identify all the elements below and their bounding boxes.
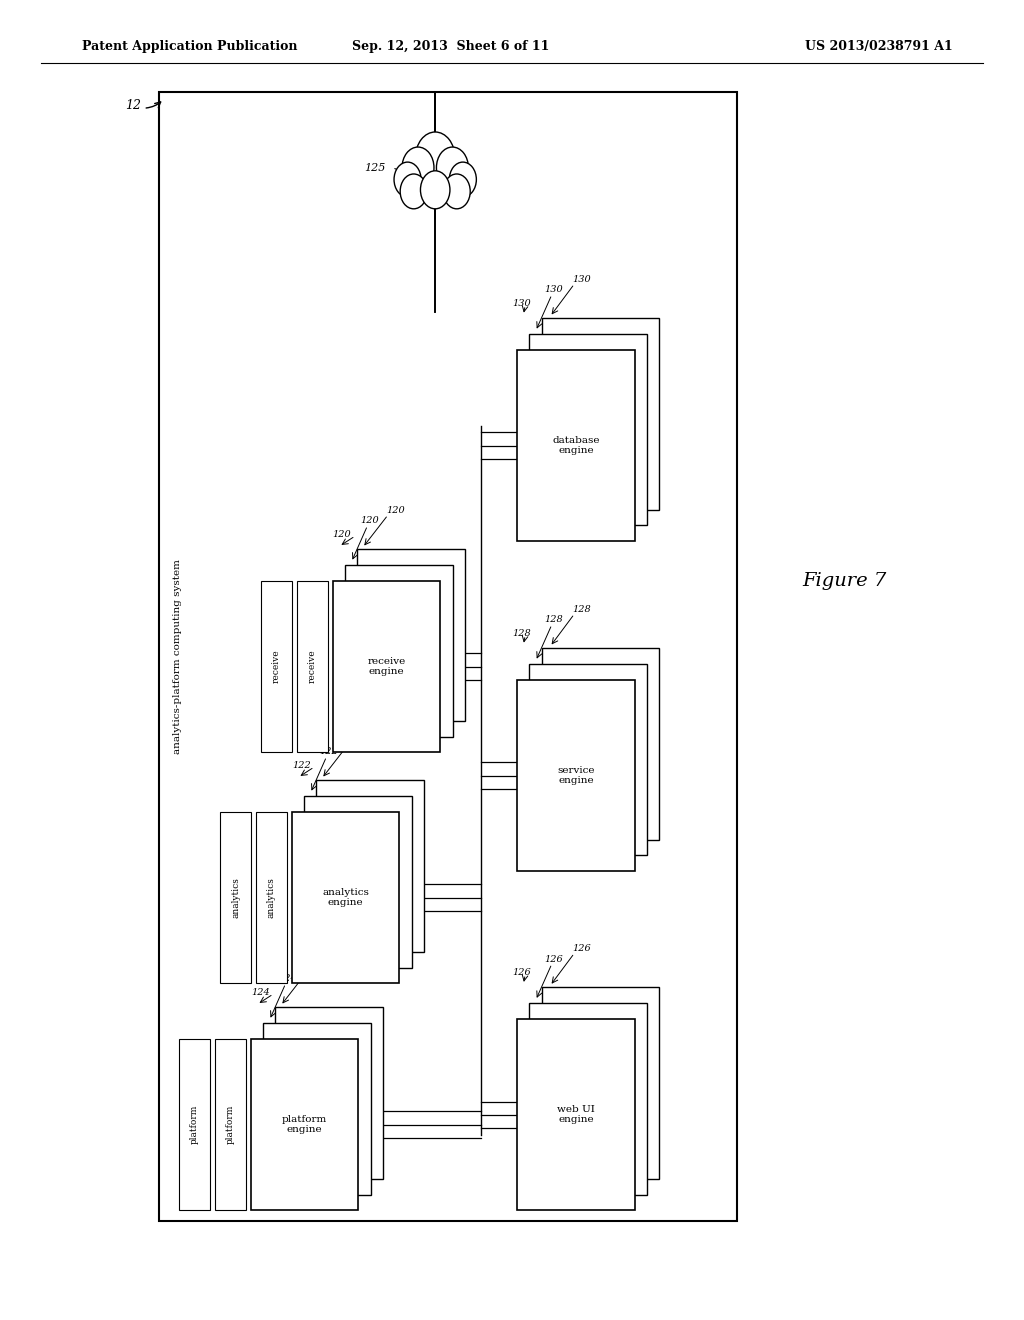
Bar <box>542 648 659 840</box>
Circle shape <box>450 162 476 197</box>
Text: 128: 128 <box>512 628 530 638</box>
Bar <box>220 812 251 983</box>
Circle shape <box>436 147 468 189</box>
Text: service
engine: service engine <box>557 766 595 785</box>
Bar <box>529 1003 647 1195</box>
Bar <box>215 1039 246 1210</box>
Bar <box>333 581 440 752</box>
Bar <box>297 581 328 752</box>
Text: analytics: analytics <box>231 878 240 917</box>
Text: 128: 128 <box>545 615 563 624</box>
Text: receive
engine: receive engine <box>368 657 406 676</box>
Text: 126: 126 <box>545 954 563 964</box>
Bar <box>159 92 737 1221</box>
Text: 124: 124 <box>279 974 297 983</box>
Bar <box>316 780 424 952</box>
Bar <box>256 812 287 983</box>
Text: 130: 130 <box>545 285 563 294</box>
Text: Patent Application Publication: Patent Application Publication <box>82 40 297 53</box>
Bar <box>529 334 647 525</box>
Text: 128: 128 <box>572 605 591 614</box>
Text: 130: 130 <box>572 275 591 284</box>
Text: 122: 122 <box>292 760 310 770</box>
Bar <box>517 1019 635 1210</box>
Text: analytics-platform computing system: analytics-platform computing system <box>173 560 181 754</box>
Bar <box>292 812 399 983</box>
Text: 120: 120 <box>360 516 379 525</box>
Text: 122: 122 <box>345 737 364 746</box>
Text: 120: 120 <box>333 529 351 539</box>
Text: 120: 120 <box>386 506 404 515</box>
Circle shape <box>394 162 421 197</box>
Text: 130: 130 <box>512 298 530 308</box>
Circle shape <box>443 174 470 209</box>
Bar <box>357 549 465 721</box>
Text: 125: 125 <box>365 162 386 173</box>
Bar <box>517 680 635 871</box>
Text: 126: 126 <box>512 968 530 977</box>
Text: platform
engine: platform engine <box>282 1115 328 1134</box>
Text: receive: receive <box>272 649 281 684</box>
Text: platform: platform <box>190 1105 199 1144</box>
Bar <box>261 581 292 752</box>
Bar <box>542 987 659 1179</box>
Circle shape <box>400 174 427 209</box>
Bar <box>517 350 635 541</box>
Circle shape <box>421 170 450 209</box>
Text: database
engine: database engine <box>552 436 600 455</box>
Text: 126: 126 <box>572 944 591 953</box>
Text: 122: 122 <box>319 747 338 756</box>
Bar <box>304 796 412 968</box>
Text: receive: receive <box>308 649 316 684</box>
Text: US 2013/0238791 A1: US 2013/0238791 A1 <box>805 40 952 53</box>
Text: 124: 124 <box>304 964 323 973</box>
Text: analytics: analytics <box>267 878 275 917</box>
Text: Sep. 12, 2013  Sheet 6 of 11: Sep. 12, 2013 Sheet 6 of 11 <box>352 40 549 53</box>
Bar <box>275 1007 383 1179</box>
Text: analytics
engine: analytics engine <box>323 888 369 907</box>
Bar <box>179 1039 210 1210</box>
Bar <box>263 1023 371 1195</box>
Circle shape <box>402 147 434 189</box>
Text: 124: 124 <box>251 987 269 997</box>
Text: 12: 12 <box>125 99 141 112</box>
Text: Figure 7: Figure 7 <box>803 572 887 590</box>
Text: web UI
engine: web UI engine <box>557 1105 595 1125</box>
Bar <box>251 1039 358 1210</box>
Bar <box>542 318 659 510</box>
Text: platform: platform <box>226 1105 234 1144</box>
Bar <box>529 664 647 855</box>
Circle shape <box>416 132 455 182</box>
Bar <box>345 565 453 737</box>
